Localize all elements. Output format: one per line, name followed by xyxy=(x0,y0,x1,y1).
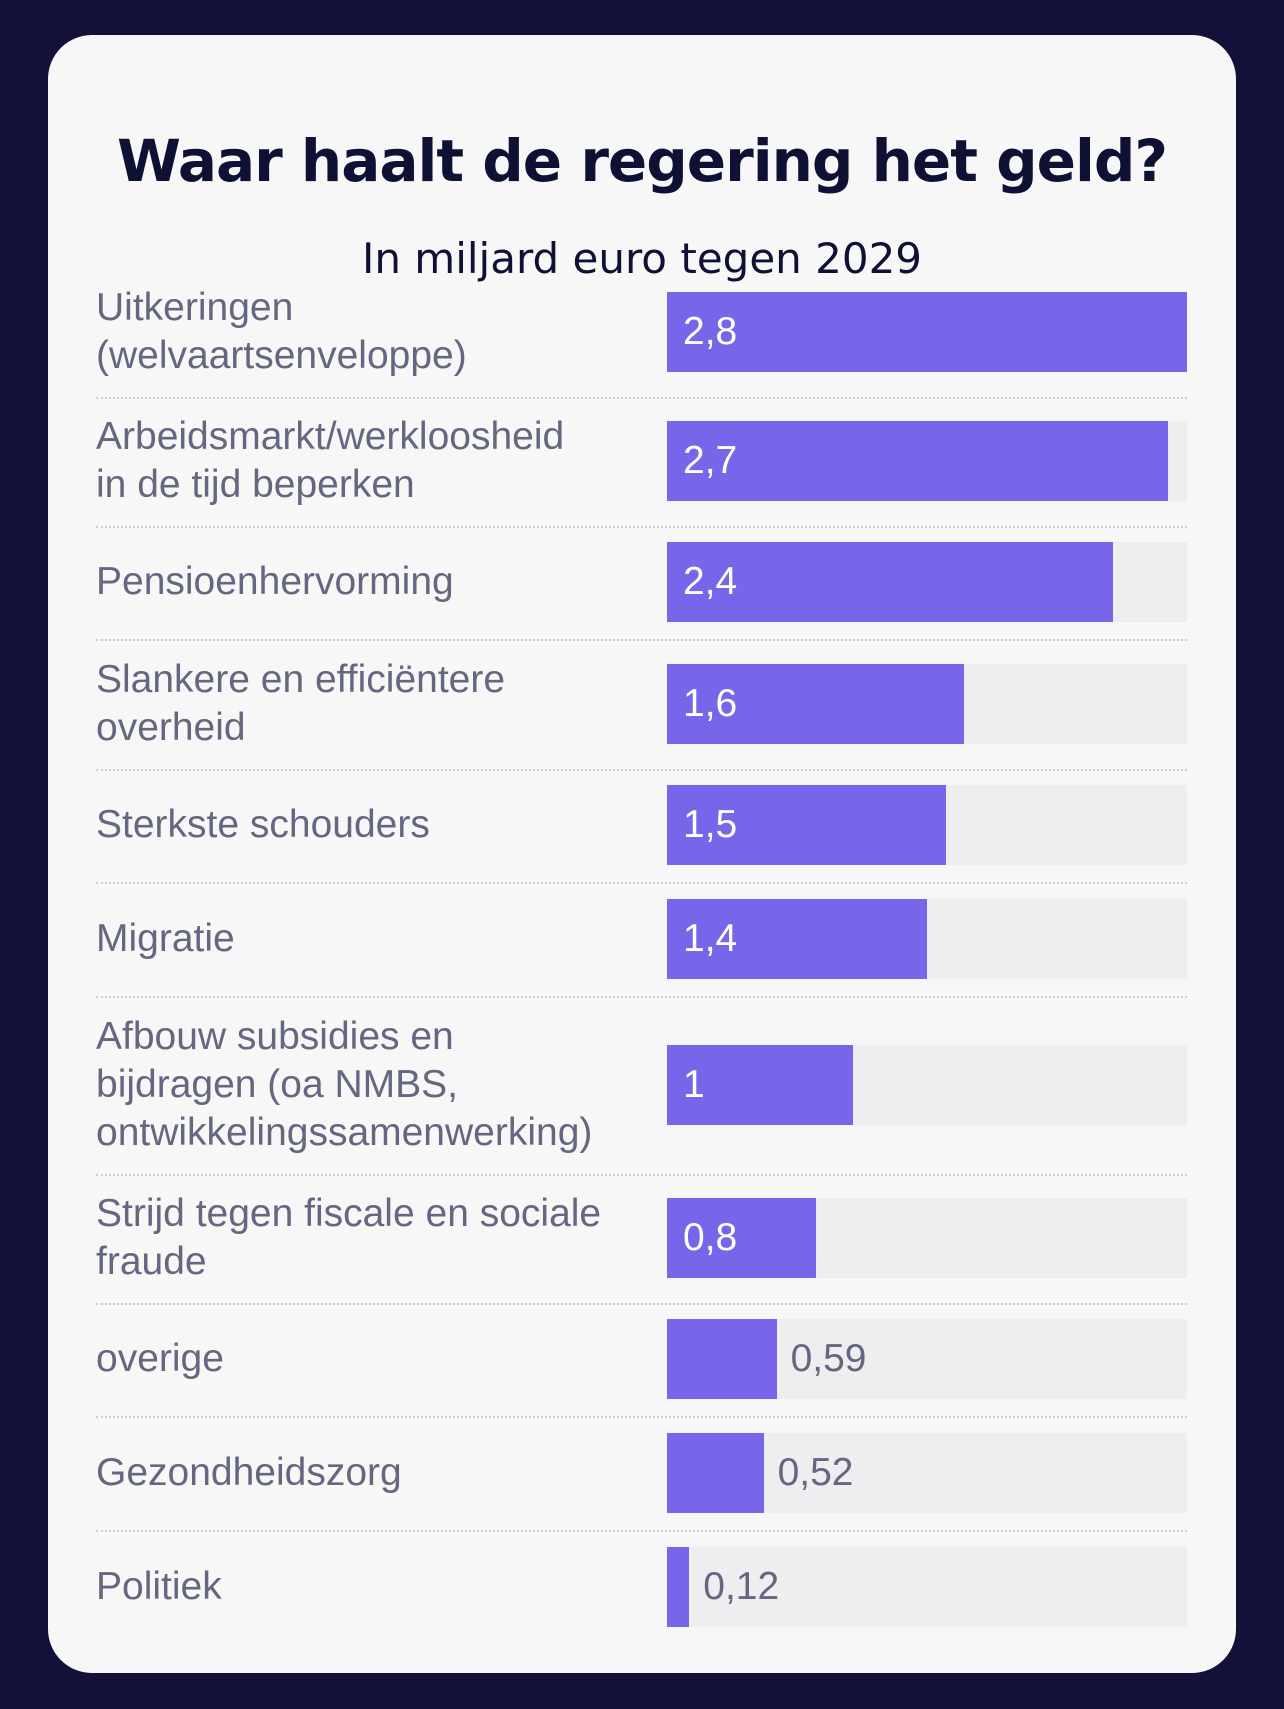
bar xyxy=(667,542,1113,622)
bar-rows: Uitkeringen (welvaartsenveloppe) 2,8 Arbei… xyxy=(48,35,1236,1673)
value-label: 1,6 xyxy=(683,682,738,725)
bar xyxy=(667,899,927,979)
category-label: Migratie xyxy=(96,917,235,960)
row-divider xyxy=(96,1174,1187,1176)
category-label: Strijd tegen fiscale en sociale fraude xyxy=(96,1192,602,1283)
bar xyxy=(667,785,946,865)
bar-track: 1,4 xyxy=(667,899,1187,979)
category-label: Sterkste schouders xyxy=(96,803,430,846)
bar-track: 2,8 xyxy=(667,292,1187,372)
bar-track: 0,8 xyxy=(667,1198,1187,1278)
bar xyxy=(667,1045,853,1125)
row-divider xyxy=(96,397,1187,399)
row-divider xyxy=(96,1303,1187,1305)
bar-track: 1,6 xyxy=(667,664,1187,744)
value-label: 2,7 xyxy=(683,439,738,482)
bar xyxy=(667,1547,690,1627)
category-label: Gezondheidszorg xyxy=(96,1451,402,1494)
category-label: Pensioenhervorming xyxy=(96,560,454,603)
category-label: Slankere en efficiëntere overheid xyxy=(96,658,506,749)
bar xyxy=(667,292,1187,372)
bar-track: 0,59 xyxy=(667,1319,1187,1399)
chart-card: Waar haalt de regering het geld? In milj… xyxy=(48,35,1236,1673)
row-divider xyxy=(96,1416,1187,1418)
bar-track: 2,7 xyxy=(667,421,1187,501)
category-label: Uitkeringen (welvaartsenveloppe) xyxy=(96,286,467,377)
row-divider xyxy=(96,769,1187,771)
value-label: 2,4 xyxy=(683,560,738,603)
category-label: overige xyxy=(96,1337,224,1380)
category-label: Arbeidsmarkt/werkloosheid in de tijd bep… xyxy=(96,415,565,506)
value-label: 1,5 xyxy=(683,803,738,846)
bar-track: 2,4 xyxy=(667,542,1187,622)
row-divider xyxy=(96,639,1187,641)
row-divider xyxy=(96,526,1187,528)
chart-title: Waar haalt de regering het geld? xyxy=(116,127,1168,195)
bar xyxy=(667,1198,816,1278)
value-label: 0,59 xyxy=(790,1337,867,1380)
bar-track: 1,5 xyxy=(667,785,1187,865)
bar-track: 0,52 xyxy=(667,1433,1187,1513)
value-label: 1 xyxy=(683,1063,705,1106)
row-divider xyxy=(96,882,1187,884)
chart-subtitle: In miljard euro tegen 2029 xyxy=(361,234,923,283)
category-label: Politiek xyxy=(96,1565,222,1608)
value-label: 0,52 xyxy=(777,1451,854,1494)
value-label: 1,4 xyxy=(683,917,738,960)
value-label: 0,8 xyxy=(683,1216,738,1259)
row-divider xyxy=(96,996,1187,998)
bar xyxy=(667,1433,764,1513)
value-label: 2,8 xyxy=(683,310,738,353)
bar-track: 0,12 xyxy=(667,1547,1187,1627)
value-label: 0,12 xyxy=(703,1565,780,1608)
category-label: Afbouw subsidies en bijdragen (oa NMBS, … xyxy=(96,1015,593,1154)
bar-track: 1 xyxy=(667,1045,1187,1125)
bar xyxy=(667,664,965,744)
bar xyxy=(667,1319,777,1399)
bar xyxy=(667,421,1169,501)
row-divider xyxy=(96,1530,1187,1532)
